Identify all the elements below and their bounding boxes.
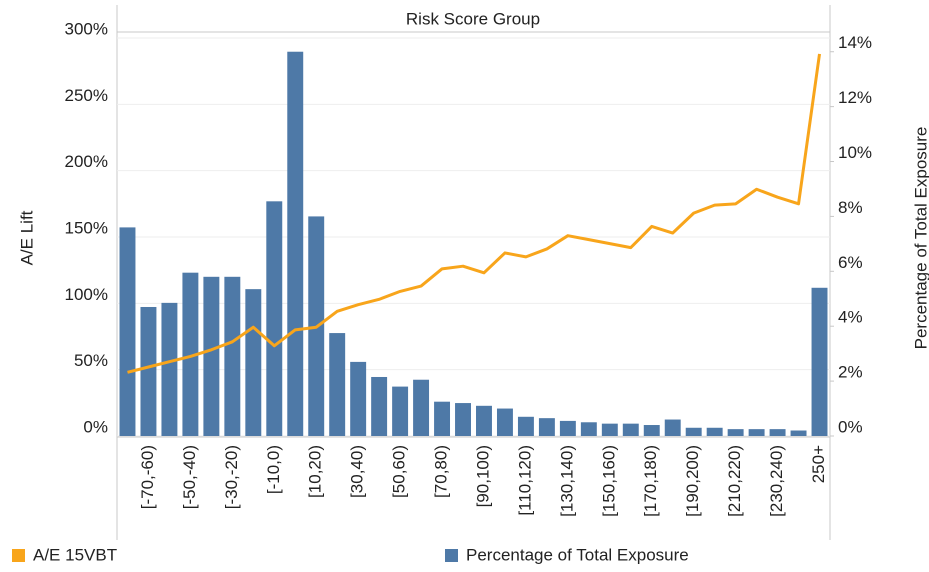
y-tick-label: 300% bbox=[65, 19, 108, 38]
line bbox=[127, 53, 822, 374]
x-tick-label: [170,180) bbox=[641, 445, 660, 517]
legend-swatch bbox=[445, 549, 458, 562]
y-tick-label: 50% bbox=[74, 351, 108, 370]
x-tick-label: [210,220) bbox=[725, 445, 744, 517]
y2-tick-label: 6% bbox=[838, 253, 863, 272]
bar bbox=[161, 302, 178, 436]
y2-tick-label: 12% bbox=[838, 88, 872, 107]
bar bbox=[496, 408, 513, 436]
y-tick-label: 100% bbox=[65, 285, 108, 304]
bar bbox=[350, 361, 367, 436]
y2-axis-title: Percentage of Total Exposure bbox=[911, 127, 929, 350]
y-tick-label: 0% bbox=[83, 417, 108, 436]
bar bbox=[811, 287, 828, 436]
x-tick-label: 250+ bbox=[809, 445, 828, 483]
bar bbox=[580, 422, 597, 436]
x-tick-label: [-50,-40) bbox=[180, 445, 199, 509]
bar bbox=[727, 429, 744, 436]
bar bbox=[392, 386, 409, 436]
y-tick-label: 200% bbox=[65, 152, 108, 171]
bar bbox=[413, 379, 430, 436]
bar bbox=[329, 333, 346, 436]
y2-tick-label: 8% bbox=[838, 198, 863, 217]
x-tick-label: [50,60) bbox=[390, 445, 409, 498]
bar bbox=[769, 429, 786, 436]
bar bbox=[664, 419, 681, 436]
bar bbox=[245, 289, 262, 436]
y-tick-label: 150% bbox=[65, 218, 108, 237]
bar bbox=[685, 427, 702, 436]
bar bbox=[622, 423, 639, 436]
x-tick-label: [10,20) bbox=[306, 445, 325, 498]
bar bbox=[476, 405, 492, 436]
y-axis-title: A/E Lift bbox=[17, 210, 36, 265]
bar bbox=[790, 430, 807, 436]
y2-tick-label: 0% bbox=[838, 417, 863, 436]
bar bbox=[224, 276, 241, 436]
x-tick-label: [130,140) bbox=[557, 445, 576, 517]
x-tick-label: [230,240) bbox=[767, 445, 786, 517]
bar bbox=[517, 416, 534, 436]
x-tick-label: [90,100) bbox=[473, 445, 492, 507]
y2-tick-label: 2% bbox=[838, 363, 863, 382]
x-tick-label: [30,40) bbox=[348, 445, 367, 498]
bar bbox=[706, 427, 723, 436]
x-tick-label: [190,200) bbox=[683, 445, 702, 517]
bar bbox=[266, 201, 283, 436]
bar bbox=[455, 403, 471, 436]
legend-label: A/E 15VBT bbox=[33, 545, 117, 564]
legend-swatch bbox=[12, 549, 25, 562]
legend-label: Percentage of Total Exposure bbox=[466, 545, 689, 564]
x-tick-label: [-30,-20) bbox=[222, 445, 241, 509]
bar bbox=[203, 276, 220, 436]
bar bbox=[287, 51, 304, 437]
x-axis-title: Risk Score Group bbox=[406, 9, 540, 28]
y2-tick-label: 14% bbox=[838, 33, 872, 52]
bar bbox=[434, 401, 451, 436]
bar bbox=[371, 376, 388, 436]
bar bbox=[119, 227, 136, 436]
bar bbox=[182, 272, 199, 436]
x-tick-label: [-70,-60) bbox=[138, 445, 157, 509]
bar bbox=[559, 420, 576, 436]
bar bbox=[538, 418, 555, 436]
bar bbox=[140, 306, 157, 436]
bar bbox=[643, 425, 660, 436]
bar bbox=[601, 423, 618, 436]
x-tick-label: [-10,0) bbox=[264, 445, 283, 494]
y-tick-label: 250% bbox=[65, 86, 108, 105]
y2-tick-label: 10% bbox=[838, 143, 872, 162]
x-tick-label: [70,80) bbox=[432, 445, 451, 498]
bar bbox=[748, 429, 765, 436]
x-tick-label: [150,160) bbox=[599, 445, 618, 517]
y2-tick-label: 4% bbox=[838, 308, 863, 327]
x-tick-label: [110,120) bbox=[515, 445, 534, 516]
